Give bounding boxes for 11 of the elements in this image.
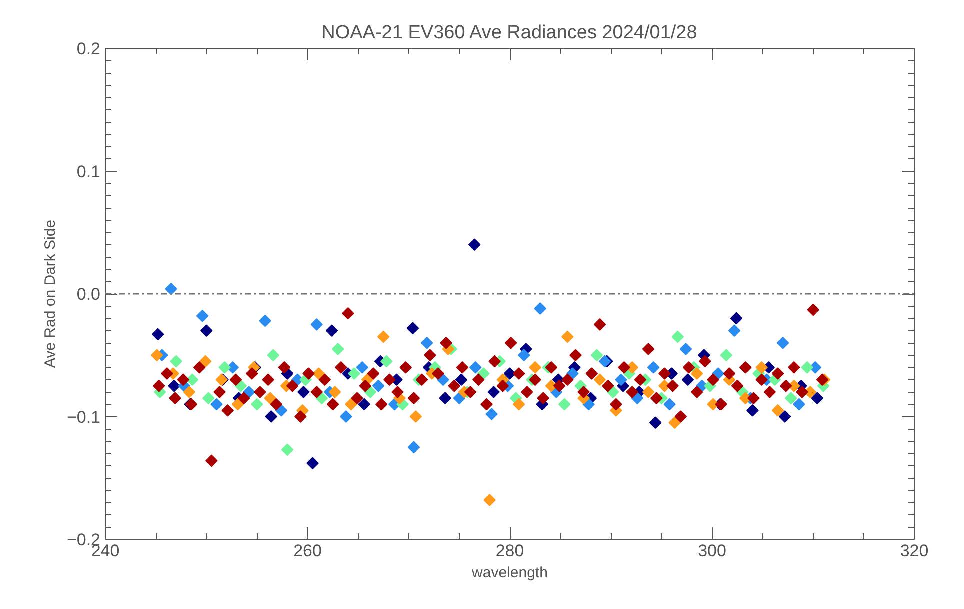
chart-title: NOAA-21 EV360 Ave Radiances 2024/01/28 xyxy=(322,22,698,44)
y-axis-title: Ave Rad on Dark Side xyxy=(42,220,59,368)
x-tick-label: 320 xyxy=(900,542,929,560)
y-tick-label: 0.2 xyxy=(76,40,101,58)
y-tick-label: 0.1 xyxy=(76,162,101,182)
x-tick-label: 300 xyxy=(698,542,726,560)
y-tick-label: −0.1 xyxy=(66,408,100,427)
y-tick-label: 0.0 xyxy=(76,285,101,304)
x-axis-title: wavelength xyxy=(471,564,548,582)
x-tick-label: 260 xyxy=(294,542,322,560)
x-tick-label: 280 xyxy=(496,542,524,560)
